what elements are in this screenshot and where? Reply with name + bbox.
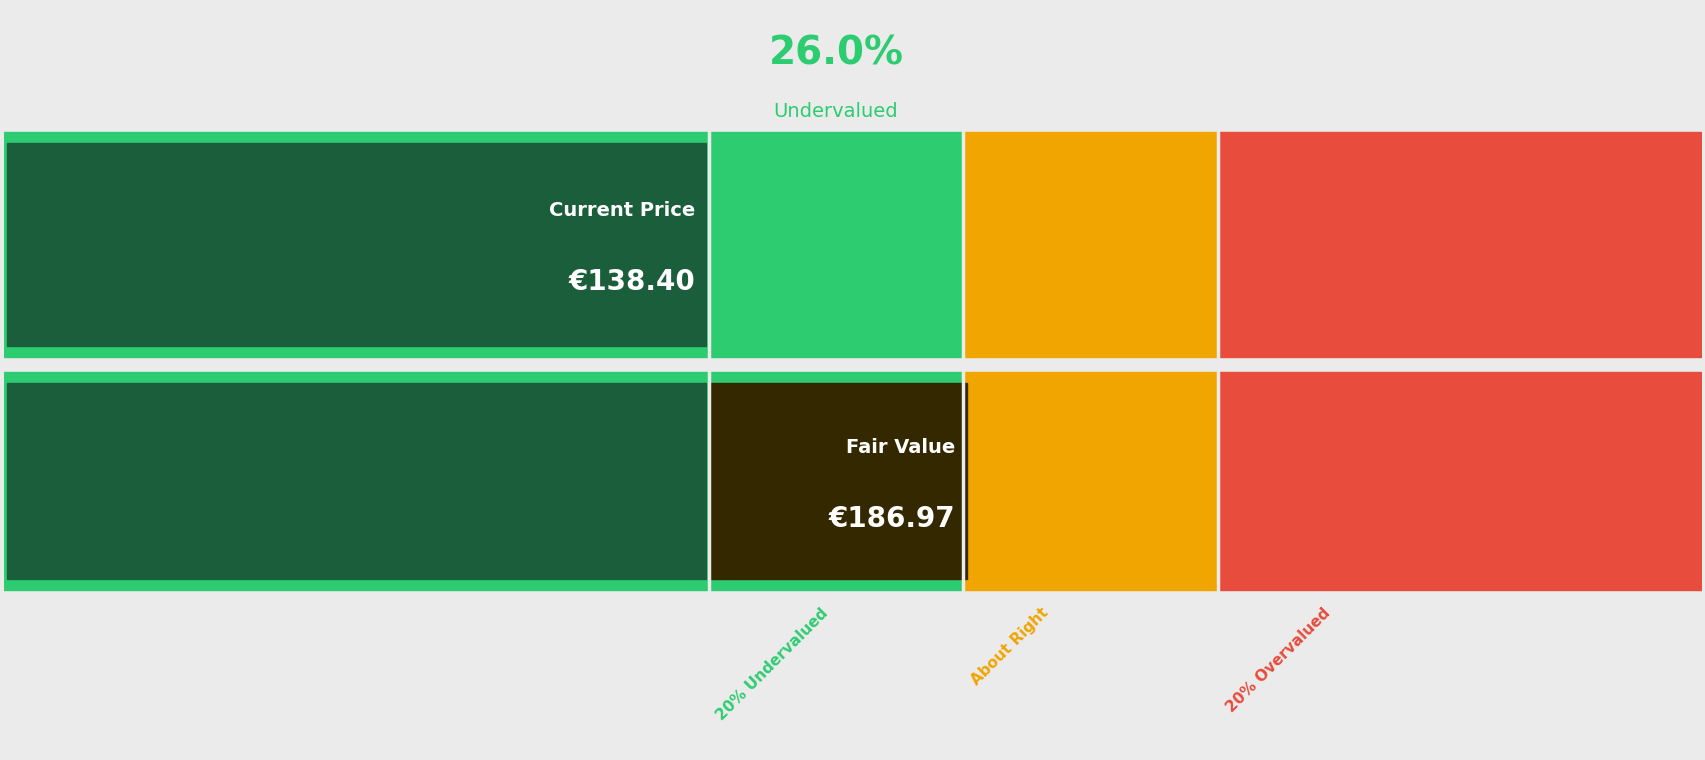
Text: 20% Undervalued: 20% Undervalued bbox=[713, 605, 830, 723]
Text: €138.40: €138.40 bbox=[568, 268, 694, 296]
Bar bbox=[3, 372, 963, 590]
Bar bbox=[963, 372, 1217, 590]
Bar bbox=[963, 132, 1217, 357]
Text: Undervalued: Undervalued bbox=[774, 102, 899, 121]
Bar bbox=[3, 132, 963, 357]
Text: Fair Value: Fair Value bbox=[846, 438, 955, 457]
Bar bbox=[708, 384, 967, 579]
Bar bbox=[7, 384, 706, 579]
Text: Current Price: Current Price bbox=[549, 201, 694, 220]
Text: About Right: About Right bbox=[968, 605, 1050, 688]
Bar bbox=[1217, 372, 1702, 590]
Text: €186.97: €186.97 bbox=[827, 505, 955, 533]
Text: 26.0%: 26.0% bbox=[767, 34, 904, 72]
Bar bbox=[7, 143, 706, 346]
Text: 20% Overvalued: 20% Overvalued bbox=[1222, 605, 1332, 715]
Bar bbox=[1217, 132, 1702, 357]
